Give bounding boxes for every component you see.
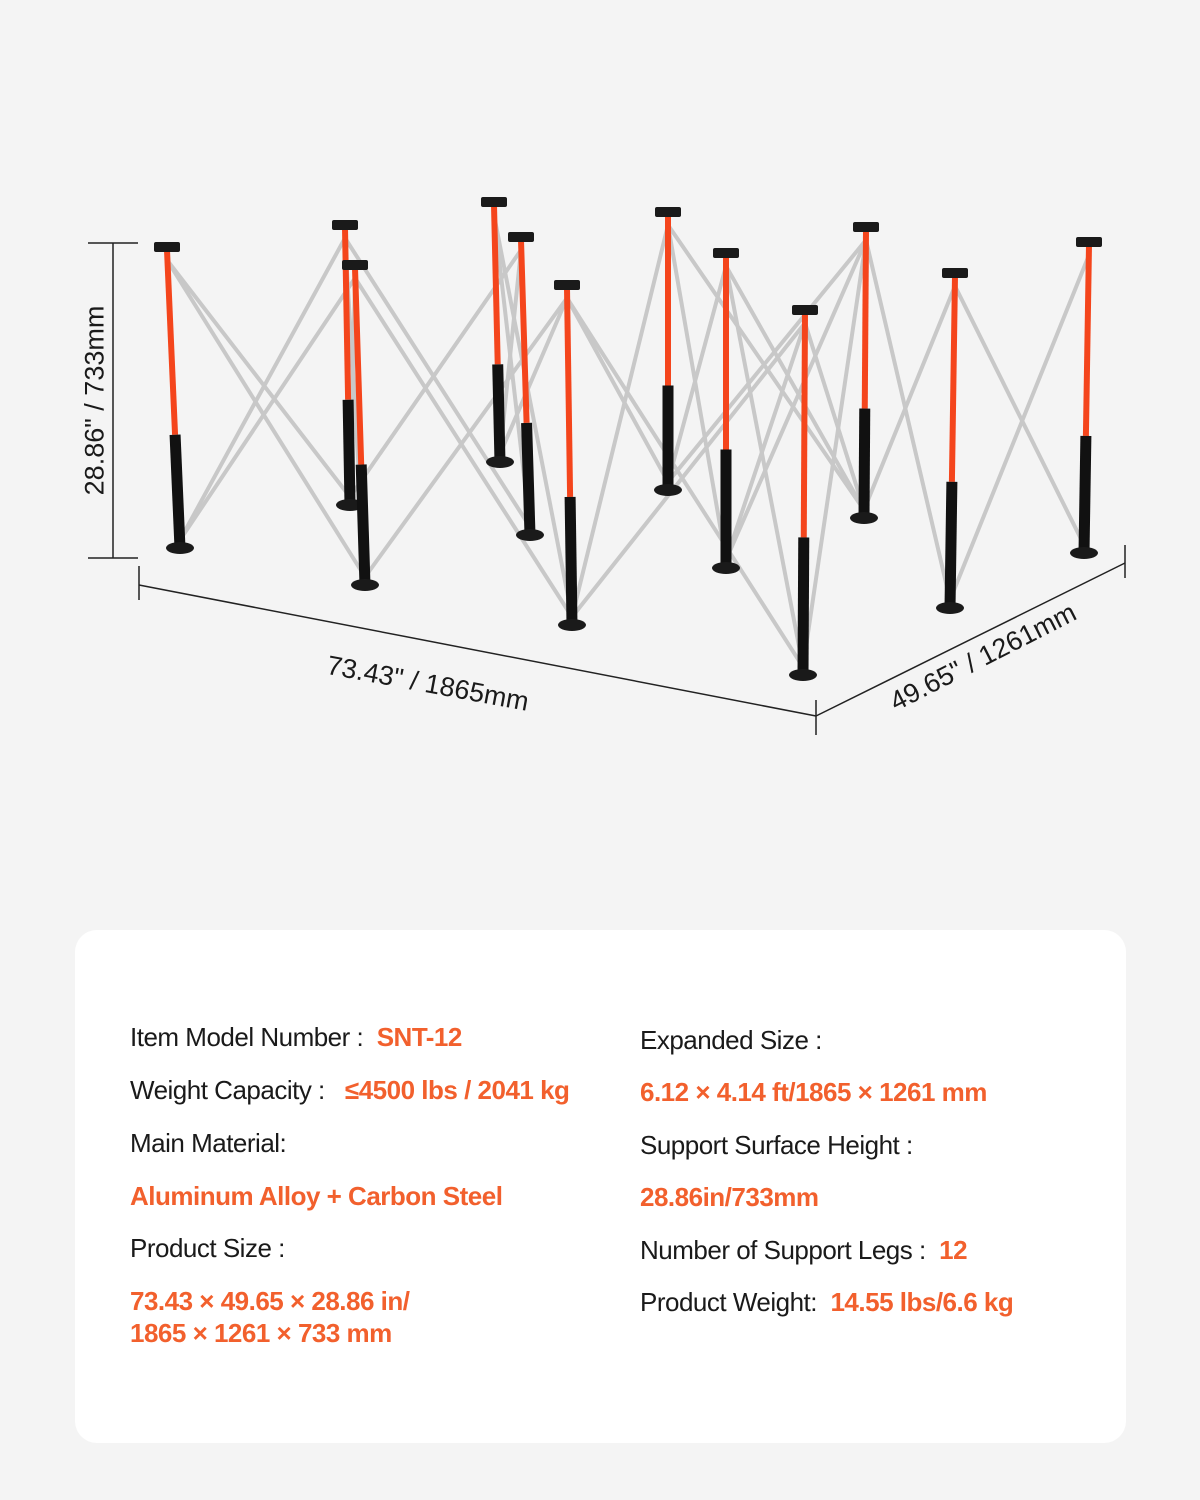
- spec-label: Weight Capacity :: [130, 1075, 325, 1105]
- leg-cap: [154, 242, 180, 252]
- leg-lower: [944, 481, 958, 609]
- leg-foot: [850, 512, 878, 524]
- leg-lower: [858, 408, 871, 519]
- spec-height-label: Support Surface Height :: [640, 1130, 913, 1160]
- brace: [570, 321, 807, 619]
- leg-cap: [481, 197, 507, 207]
- leg-foot: [789, 669, 817, 681]
- spec-weight: Product Weight: 14.55 lbs/6.6 kg: [640, 1287, 1014, 1318]
- spec-product-size-label: Product Size :: [130, 1233, 285, 1263]
- spec-product-size-value-1: 73.43 × 49.65 × 28.86 in/: [130, 1286, 410, 1316]
- spec-model: Item Model Number : SNT-12: [130, 1022, 462, 1053]
- leg-cap: [853, 222, 879, 232]
- spec-value: 12: [939, 1235, 968, 1265]
- spec-material-label: Main Material:: [130, 1128, 287, 1158]
- leg-cap: [554, 280, 580, 290]
- leg-upper: [564, 287, 574, 497]
- spec-label: Item Model Number :: [130, 1022, 364, 1052]
- leg-upper: [800, 312, 808, 538]
- brace: [948, 254, 1091, 601]
- leg-lower: [492, 364, 506, 463]
- leg-cap: [1076, 237, 1102, 247]
- brace: [666, 265, 728, 483]
- leg-lower: [342, 399, 356, 506]
- spec-value: SNT-12: [376, 1022, 463, 1052]
- spec-material-value: Aluminum Alloy + Carbon Steel: [130, 1181, 503, 1211]
- spec-value: ≤4500 lbs / 2041 kg: [344, 1075, 570, 1105]
- brace: [724, 322, 807, 561]
- spec-label: Product Weight:: [640, 1287, 818, 1317]
- leg-lower: [169, 434, 186, 549]
- leg-foot: [936, 602, 964, 614]
- product-figure: 28.86" / 733mm 73.43" / 1865mm 49.65" / …: [79, 197, 1126, 735]
- brace: [565, 297, 670, 483]
- brace: [165, 258, 367, 579]
- brace: [165, 258, 352, 499]
- brace: [801, 239, 868, 668]
- brace: [864, 239, 952, 601]
- spec-expanded-value: 6.12 × 4.14 ft/1865 × 1261 mm: [640, 1077, 987, 1107]
- brace: [724, 265, 805, 668]
- leg-cap: [942, 268, 968, 278]
- leg-lower: [355, 464, 371, 586]
- brace: [803, 322, 866, 511]
- brace: [348, 248, 523, 499]
- leg-foot: [351, 579, 379, 591]
- spec-label: Number of Support Legs :: [640, 1235, 926, 1265]
- sawhorse-stand-illustration: [88, 197, 1126, 735]
- width-dimension-line: [815, 562, 1126, 717]
- brace: [343, 236, 532, 529]
- leg-foot: [558, 619, 586, 631]
- brace: [565, 296, 805, 669]
- leg-cap: [655, 207, 681, 217]
- leg-upper: [491, 204, 501, 365]
- leg-foot: [166, 542, 194, 554]
- brace: [724, 239, 868, 561]
- leg-upper: [1082, 244, 1092, 437]
- brace: [666, 223, 866, 512]
- leg-cap: [713, 248, 739, 258]
- brace: [666, 224, 728, 561]
- spec-legs: Number of Support Legs : 12: [640, 1235, 968, 1266]
- leg-upper: [861, 229, 869, 409]
- brace: [666, 238, 868, 484]
- spec-height-value: 28.86in/733mm: [640, 1182, 819, 1212]
- brace: [953, 285, 1086, 546]
- brace: [498, 297, 569, 455]
- leg-foot: [654, 484, 682, 496]
- spec-card: Item Model Number : SNT-12 Weight Capaci…: [75, 930, 1126, 1443]
- brace: [353, 276, 574, 619]
- spec-value: 14.55 lbs/6.6 kg: [830, 1287, 1014, 1317]
- leg-upper: [948, 275, 958, 482]
- leg-lower: [797, 537, 810, 676]
- leg-lower: [564, 496, 578, 626]
- spec-product-size-value-2: 1865 × 1261 × 733 mm: [130, 1318, 392, 1348]
- brace: [570, 224, 670, 618]
- leg-foot: [712, 562, 740, 574]
- leg-cap: [508, 232, 534, 242]
- brace: [363, 296, 569, 579]
- leg-upper: [342, 227, 352, 400]
- leg-cap: [332, 220, 358, 230]
- brace: [862, 285, 957, 511]
- leg-upper: [518, 239, 530, 423]
- length-dimension-line: [138, 584, 817, 717]
- spec-capacity: Weight Capacity : ≤4500 lbs / 2041 kg: [130, 1075, 570, 1106]
- leg-foot: [1070, 547, 1098, 559]
- brace: [178, 237, 347, 541]
- spec-expanded-label: Expanded Size :: [640, 1025, 822, 1055]
- height-dimension-label: 28.86" / 733mm: [79, 305, 110, 496]
- brace: [492, 214, 574, 618]
- leg-upper: [352, 267, 365, 465]
- leg-lower: [1078, 435, 1092, 554]
- brace: [178, 276, 357, 542]
- leg-upper: [164, 249, 179, 435]
- brace: [724, 265, 866, 511]
- leg-cap: [792, 305, 818, 315]
- leg-foot: [486, 456, 514, 468]
- leg-lower: [521, 422, 536, 536]
- leg-cap: [342, 260, 368, 270]
- leg-foot: [516, 529, 544, 541]
